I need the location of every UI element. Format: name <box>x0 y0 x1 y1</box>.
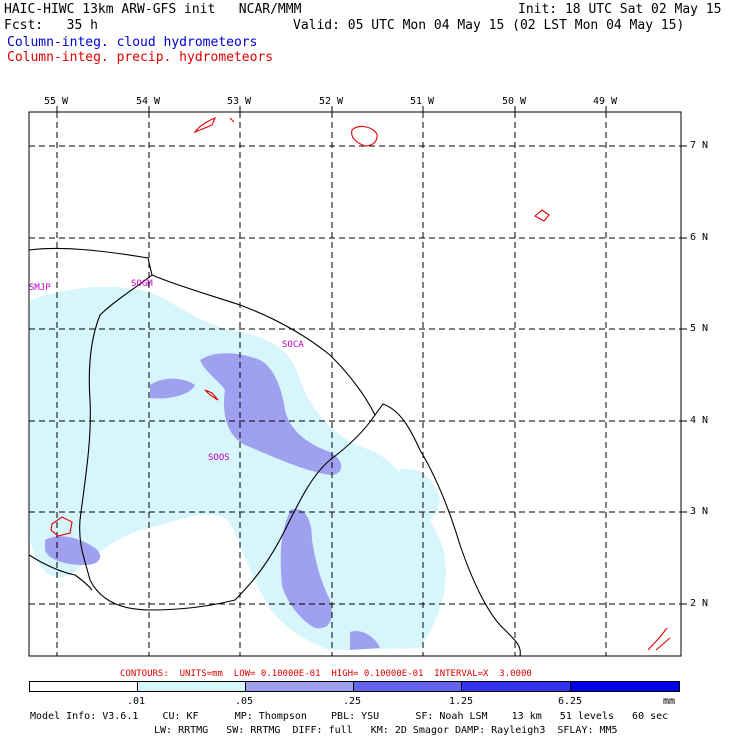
station-sogm: SOGM <box>131 279 153 289</box>
legend-precip-label: Column-integ. precip. hydrometeors <box>7 50 274 65</box>
colorbar-label-3: 1.25 <box>449 696 474 707</box>
chart-title: HAIC-HIWC 13km ARW-GFS init NCAR/MMM <box>4 2 302 17</box>
colorbar-label-2: .25 <box>343 696 362 707</box>
lat-lon-grid <box>29 112 681 656</box>
model-info-line1: Model Info: V3.6.1 CU: KF MP: Thompson P… <box>30 711 669 722</box>
colorbar-bin-5 <box>570 681 680 692</box>
lat-label-2n: 2 N <box>690 598 709 609</box>
model-info-line2: LW: RRTMG SW: RRTMG DIFF: full KM: 2D Sm… <box>154 725 618 736</box>
lon-label-54w: 54 W <box>136 96 161 107</box>
contour-info: CONTOURS: UNITS=mm LOW= 0.10000E-01 HIGH… <box>120 669 532 679</box>
station-smjp: SMJP <box>29 283 51 293</box>
lon-label-50w: 50 W <box>502 96 527 107</box>
colorbar-bin-3 <box>353 681 462 692</box>
station-soca: SOCA <box>282 340 304 350</box>
map-frame <box>28 111 682 657</box>
lat-label-6n: 6 N <box>690 232 709 243</box>
colorbar-label-0: .01 <box>127 696 146 707</box>
legend-cloud-label: Column-integ. cloud hydrometeors <box>7 35 258 50</box>
lon-label-51w: 51 W <box>410 96 435 107</box>
station-soos: SOOS <box>208 453 230 463</box>
lat-label-5n: 5 N <box>690 323 709 334</box>
cloud-field-light <box>30 286 447 650</box>
lon-label-52w: 52 W <box>319 96 344 107</box>
colorbar-units: mm <box>663 696 676 707</box>
precip-contours <box>50 116 671 651</box>
lon-label-55w: 55 W <box>44 96 69 107</box>
cloud-field-medium <box>45 353 380 650</box>
coastline <box>29 247 521 656</box>
lat-label-7n: 7 N <box>690 140 709 151</box>
lat-label-3n: 3 N <box>690 506 709 517</box>
colorbar-label-1: .05 <box>235 696 254 707</box>
init-time: Init: 18 UTC Sat 02 May 15 <box>518 2 722 17</box>
lon-label-49w: 49 W <box>593 96 618 107</box>
valid-time: Valid: 05 UTC Mon 04 May 15 (02 LST Mon … <box>293 18 685 33</box>
colorbar-bin-1 <box>137 681 246 692</box>
colorbar-bin-4 <box>461 681 571 692</box>
lon-label-53w: 53 W <box>227 96 252 107</box>
colorbar-bin-2 <box>245 681 354 692</box>
colorbar-bin-0 <box>29 681 138 692</box>
forecast-hour: Fcst: 35 h <box>4 18 98 33</box>
colorbar-label-4: 6.25 <box>558 696 583 707</box>
lat-label-4n: 4 N <box>690 415 709 426</box>
